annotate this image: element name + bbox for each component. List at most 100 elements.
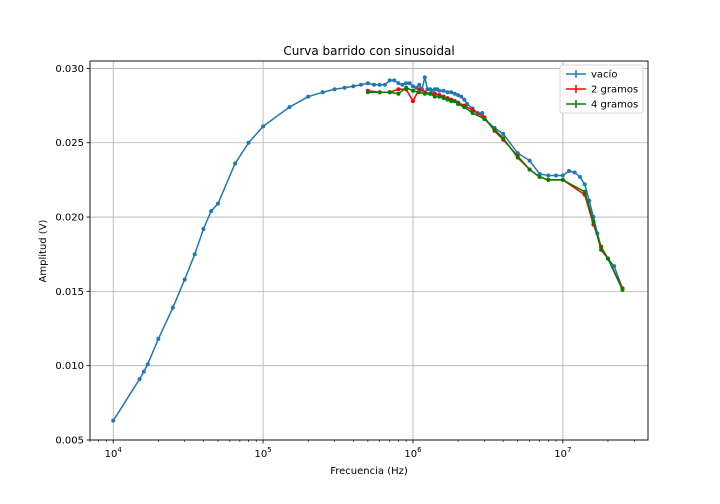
y-tick-label: 0.025 <box>55 138 84 149</box>
data-point <box>449 99 454 104</box>
data-point <box>306 94 311 99</box>
data-point <box>358 82 363 87</box>
data-point <box>470 108 475 113</box>
series-4-gramos <box>365 85 625 292</box>
data-point <box>432 94 437 99</box>
data-point <box>410 88 415 93</box>
plot-area <box>111 75 625 423</box>
legend-label: vacío <box>591 69 617 81</box>
data-point <box>387 90 392 95</box>
data-point <box>170 305 175 310</box>
data-point <box>449 90 454 95</box>
series-vacío <box>111 75 625 423</box>
data-point <box>572 170 577 175</box>
data-point <box>546 177 551 182</box>
data-point <box>111 418 116 423</box>
data-point <box>382 82 387 87</box>
data-point <box>445 97 450 102</box>
data-point <box>404 81 409 86</box>
data-point <box>560 173 565 178</box>
legend-item: vacío <box>566 69 617 81</box>
data-point <box>459 94 464 99</box>
data-point <box>410 84 415 89</box>
data-point <box>501 131 506 136</box>
data-point <box>404 85 409 90</box>
data-point <box>261 124 266 129</box>
data-point <box>365 90 370 95</box>
data-point <box>400 82 405 87</box>
grid <box>90 61 648 441</box>
data-point <box>452 91 457 96</box>
data-point <box>470 111 475 116</box>
data-point <box>599 247 604 252</box>
data-point <box>377 90 382 95</box>
legend-label: 2 gramos <box>591 85 638 96</box>
data-point <box>582 182 587 187</box>
data-point <box>417 90 422 95</box>
data-point <box>527 158 532 163</box>
data-point <box>437 94 442 99</box>
data-point <box>620 287 625 292</box>
data-point <box>215 201 220 206</box>
data-point <box>182 277 187 282</box>
data-point <box>342 85 347 90</box>
data-point <box>156 336 161 341</box>
data-point <box>462 97 467 102</box>
data-point <box>432 91 437 96</box>
data-point <box>410 99 415 104</box>
data-point <box>201 226 206 231</box>
data-point <box>456 102 461 107</box>
y-axis-label: Amplitud (V) <box>38 219 49 282</box>
data-point <box>591 219 596 224</box>
data-point <box>456 93 461 98</box>
data-point <box>287 105 292 110</box>
legend-box <box>559 64 644 114</box>
data-point <box>452 99 457 104</box>
data-point <box>396 91 401 96</box>
data-point <box>209 209 214 214</box>
legend: vacío 2 gramos 4 gramos <box>559 64 644 114</box>
data-point <box>441 88 446 93</box>
data-point <box>351 84 356 89</box>
y-tick-label: 0.015 <box>55 287 84 298</box>
data-point <box>414 85 419 90</box>
data-point <box>145 362 150 367</box>
data-point <box>137 377 142 382</box>
data-point <box>445 90 450 95</box>
legend-item: 2 gramos <box>566 85 638 96</box>
data-point <box>527 167 532 172</box>
data-point <box>141 369 146 374</box>
data-point <box>422 75 427 80</box>
data-point <box>441 96 446 101</box>
data-point <box>480 111 485 116</box>
data-point <box>246 140 251 145</box>
data-point <box>546 173 551 178</box>
data-point <box>428 91 433 96</box>
data-point <box>492 127 497 132</box>
chart-title: Curva barrido con sinusoidal <box>283 44 454 58</box>
data-point <box>192 252 197 257</box>
data-point <box>577 174 582 179</box>
data-point <box>567 168 572 173</box>
legend-item: 4 gramos <box>566 100 638 111</box>
data-point <box>612 264 617 269</box>
data-point <box>605 256 610 261</box>
data-point <box>417 87 422 92</box>
legend-label: 4 gramos <box>591 100 638 111</box>
data-point <box>462 105 467 110</box>
data-point <box>553 173 558 178</box>
data-point <box>537 174 542 179</box>
y-tick-label: 0.010 <box>55 361 84 372</box>
data-point <box>392 78 397 83</box>
data-point <box>233 161 238 166</box>
x-axis-label: Frecuencia (Hz) <box>330 466 408 477</box>
data-point <box>377 82 382 87</box>
axes-frame <box>89 60 649 441</box>
data-point <box>320 90 325 95</box>
data-point <box>515 155 520 160</box>
data-point <box>396 87 401 92</box>
y-tick-label: 0.005 <box>55 436 84 447</box>
data-point <box>422 91 427 96</box>
data-point <box>372 82 377 87</box>
